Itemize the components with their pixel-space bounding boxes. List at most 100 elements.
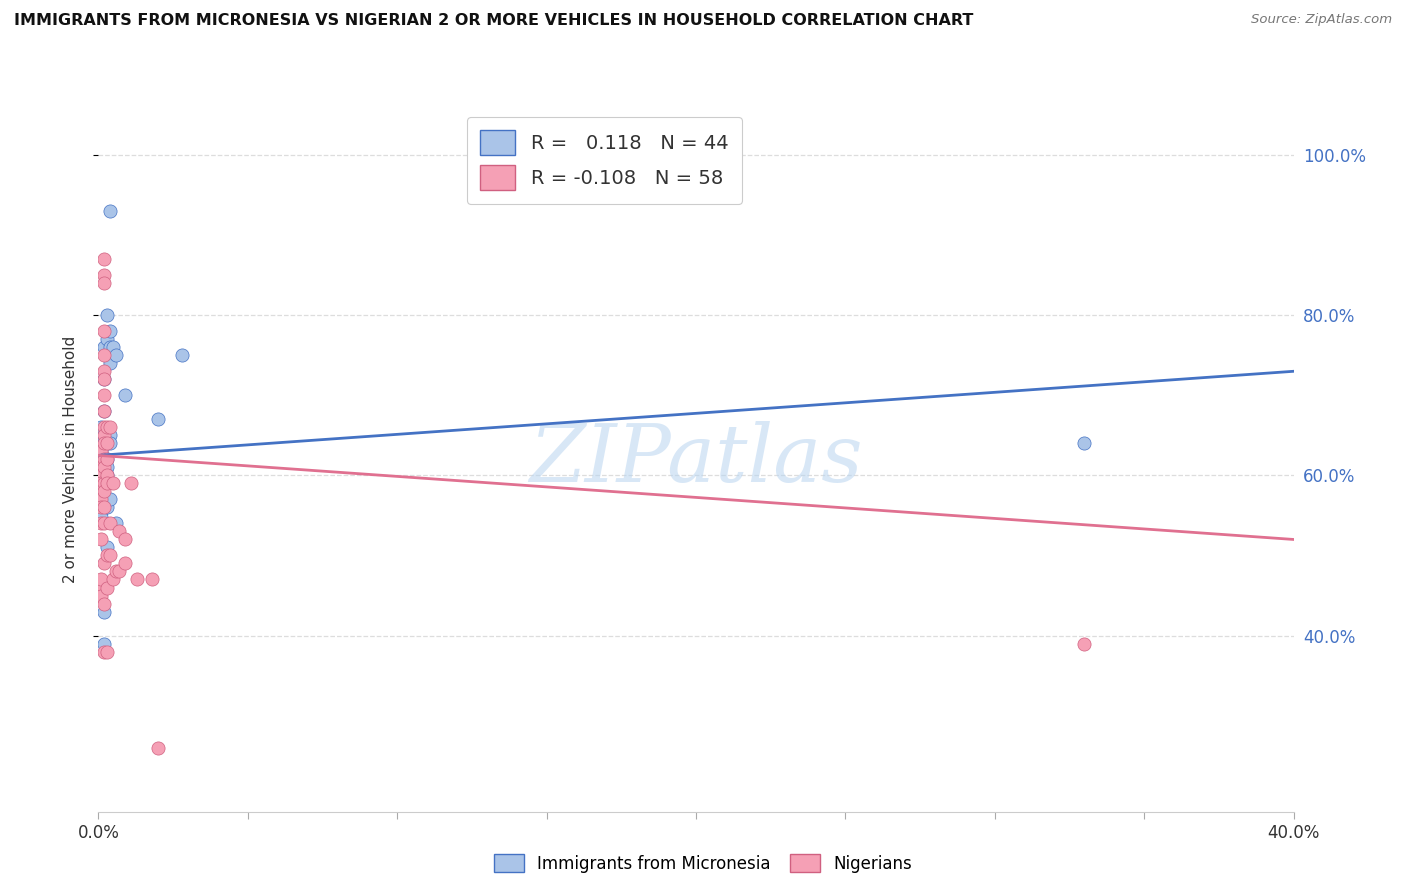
Y-axis label: 2 or more Vehicles in Household: 2 or more Vehicles in Household <box>63 335 77 583</box>
Point <box>103 340 125 354</box>
Point <box>90 468 112 483</box>
Point <box>90 589 112 603</box>
Point <box>90 444 112 458</box>
Point <box>96 549 118 563</box>
Point <box>98 204 122 219</box>
Point <box>90 452 112 467</box>
Point <box>93 460 115 475</box>
Point <box>96 468 118 483</box>
Point <box>98 356 122 370</box>
Point <box>90 460 112 475</box>
Point <box>172 348 194 362</box>
Point <box>90 476 112 491</box>
Point <box>96 468 118 483</box>
Point <box>90 573 112 587</box>
Point <box>96 332 118 346</box>
Point <box>90 476 112 491</box>
Point <box>90 510 112 524</box>
Point <box>93 605 115 619</box>
Point <box>105 516 128 531</box>
Legend: Immigrants from Micronesia, Nigerians: Immigrants from Micronesia, Nigerians <box>486 847 920 880</box>
Point <box>93 452 115 467</box>
Point <box>90 476 112 491</box>
Point <box>93 372 115 386</box>
Point <box>93 636 115 650</box>
Point <box>93 252 115 267</box>
Point <box>96 541 118 555</box>
Point <box>148 412 170 426</box>
Point <box>90 452 112 467</box>
Point <box>96 420 118 434</box>
Point <box>98 428 122 442</box>
Point <box>93 476 115 491</box>
Point <box>93 324 115 338</box>
Point <box>93 428 115 442</box>
Point <box>93 348 115 362</box>
Point <box>96 308 118 322</box>
Point <box>114 533 136 547</box>
Point <box>108 524 131 539</box>
Point <box>90 484 112 499</box>
Point <box>90 436 112 450</box>
Point <box>93 340 115 354</box>
Point <box>98 492 122 507</box>
Point <box>93 420 115 434</box>
Point <box>93 372 115 386</box>
Point <box>96 476 118 491</box>
Point <box>93 268 115 283</box>
Point <box>93 597 115 611</box>
Point <box>90 504 112 518</box>
Point <box>108 565 131 579</box>
Point <box>96 436 118 450</box>
Point <box>127 573 149 587</box>
Point <box>90 449 112 463</box>
Point <box>98 324 122 338</box>
Point <box>103 476 125 491</box>
Point <box>93 557 115 571</box>
Point <box>98 436 122 450</box>
Point <box>90 516 112 531</box>
Point <box>114 557 136 571</box>
Text: Source: ZipAtlas.com: Source: ZipAtlas.com <box>1251 13 1392 27</box>
Point <box>103 573 125 587</box>
Point <box>93 452 115 467</box>
Point <box>90 581 112 595</box>
Point <box>90 420 112 434</box>
Point <box>105 565 128 579</box>
Point <box>96 452 118 467</box>
Point <box>96 476 118 491</box>
Point <box>93 516 115 531</box>
Point <box>96 452 118 467</box>
Text: ZIPatlas: ZIPatlas <box>529 421 863 498</box>
Point <box>90 500 112 515</box>
Point <box>93 388 115 402</box>
Point <box>93 364 115 378</box>
Point <box>120 476 142 491</box>
Point <box>90 492 112 507</box>
Point <box>98 420 122 434</box>
Point <box>93 500 115 515</box>
Point <box>90 484 112 499</box>
Point <box>1073 636 1095 650</box>
Point <box>90 533 112 547</box>
Point <box>96 460 118 475</box>
Point <box>96 581 118 595</box>
Point <box>93 468 115 483</box>
Point <box>96 500 118 515</box>
Point <box>93 644 115 658</box>
Text: IMMIGRANTS FROM MICRONESIA VS NIGERIAN 2 OR MORE VEHICLES IN HOUSEHOLD CORRELATI: IMMIGRANTS FROM MICRONESIA VS NIGERIAN 2… <box>14 13 973 29</box>
Point <box>96 644 118 658</box>
Point <box>93 436 115 450</box>
Point <box>98 340 122 354</box>
Legend: R =   0.118   N = 44, R = -0.108   N = 58: R = 0.118 N = 44, R = -0.108 N = 58 <box>467 117 742 203</box>
Point <box>93 484 115 499</box>
Point <box>141 573 163 587</box>
Point <box>98 516 122 531</box>
Point <box>90 460 112 475</box>
Point <box>96 436 118 450</box>
Point <box>96 428 118 442</box>
Point <box>93 488 115 502</box>
Point <box>148 740 170 755</box>
Point <box>93 404 115 418</box>
Point <box>114 388 136 402</box>
